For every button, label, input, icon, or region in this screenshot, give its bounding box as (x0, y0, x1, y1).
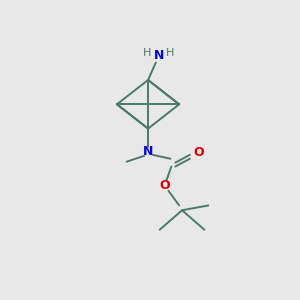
Text: N: N (154, 49, 164, 62)
Text: O: O (159, 179, 170, 193)
Text: O: O (193, 146, 204, 159)
Text: H: H (143, 48, 151, 58)
Text: N: N (143, 146, 153, 158)
Text: H: H (166, 48, 175, 58)
